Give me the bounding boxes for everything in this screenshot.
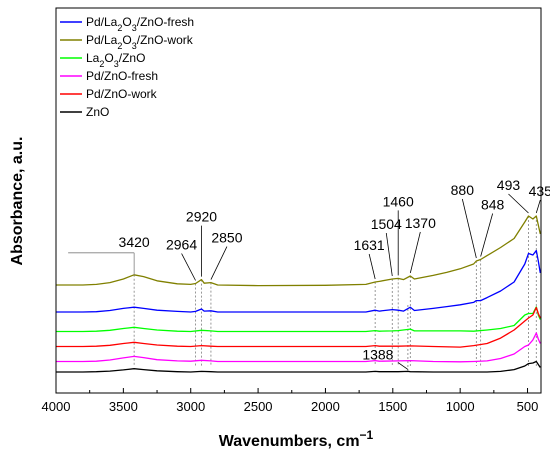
x-axis-title-main: Wavenumbers, cm	[219, 433, 360, 450]
series-line-0	[56, 249, 541, 313]
x-tick-label-5: 1500	[378, 399, 407, 414]
series-line-5	[56, 360, 541, 373]
peak-label-4: 1631	[354, 237, 385, 253]
peak-label-5: 1504	[371, 216, 402, 232]
peak-pointer-4	[368, 253, 376, 280]
x-tick-label-2: 3000	[176, 399, 205, 414]
peak-label-2: 2920	[186, 209, 217, 225]
y-axis-title: Absorbance, a.u.	[9, 137, 26, 266]
legend-label-4: Pd/ZnO-work	[86, 87, 158, 101]
guide-lines	[133, 216, 537, 372]
peak-pointer-5	[385, 232, 393, 277]
x-tick-label-1: 3500	[109, 399, 138, 414]
legend: Pd/La2O3/ZnO-freshPd/La2O3/ZnO-workLa2O3…	[60, 15, 194, 119]
x-tick-label-3: 2500	[244, 399, 273, 414]
peak-label-8: 880	[451, 182, 475, 198]
peak-label-12: 1388	[362, 346, 393, 362]
x-axis-title: Wavenumbers, cm−1	[219, 428, 374, 450]
x-axis: 4000 3500 3000 2500 2000 1500 1000 500	[42, 388, 539, 414]
peak-pointer-7	[409, 231, 421, 274]
peak-label-9: 848	[481, 197, 505, 213]
series-line-4	[56, 306, 541, 348]
peak-label-1: 2964	[166, 237, 197, 253]
series-line-1	[56, 215, 541, 287]
x-tick-label-7: 500	[517, 399, 539, 414]
legend-label-0: Pd/La2O3/ZnO-fresh	[86, 15, 194, 33]
annotations: 3420 2964 2920 2850 1631 1504 1460 1370 880 848 49…	[68, 177, 550, 370]
series-line-2	[56, 306, 541, 333]
spectra	[56, 215, 541, 373]
peak-label-11: 435	[529, 183, 550, 199]
peak-label-10: 493	[497, 177, 521, 193]
x-tick-label-4: 2000	[311, 399, 340, 414]
peak-pointer-9	[480, 213, 494, 257]
peak-label-0: 3420	[119, 234, 150, 250]
legend-label-3: Pd/ZnO-fresh	[86, 69, 158, 83]
peak-pointer-1	[181, 253, 196, 281]
peak-pointer-11	[535, 199, 541, 214]
peak-pointer-3	[210, 246, 228, 280]
x-tick-label-6: 1000	[446, 399, 475, 414]
peak-label-3: 2850	[211, 230, 242, 246]
x-axis-title-exponent: −1	[360, 428, 374, 442]
peak-pointer-10	[508, 193, 529, 214]
peak-pointer-12	[397, 362, 409, 370]
legend-label-5: ZnO	[86, 105, 109, 119]
peak-pointer-8	[461, 198, 477, 259]
legend-label-2: La2O3/ZnO	[86, 51, 145, 69]
plot-frame	[55, 7, 542, 394]
series-line-3	[56, 332, 541, 363]
peak-label-7: 1370	[405, 215, 436, 231]
legend-label-1: Pd/La2O3/ZnO-work	[86, 33, 194, 51]
x-tick-label-0: 4000	[42, 399, 71, 414]
peak-label-6: 1460	[383, 193, 414, 209]
